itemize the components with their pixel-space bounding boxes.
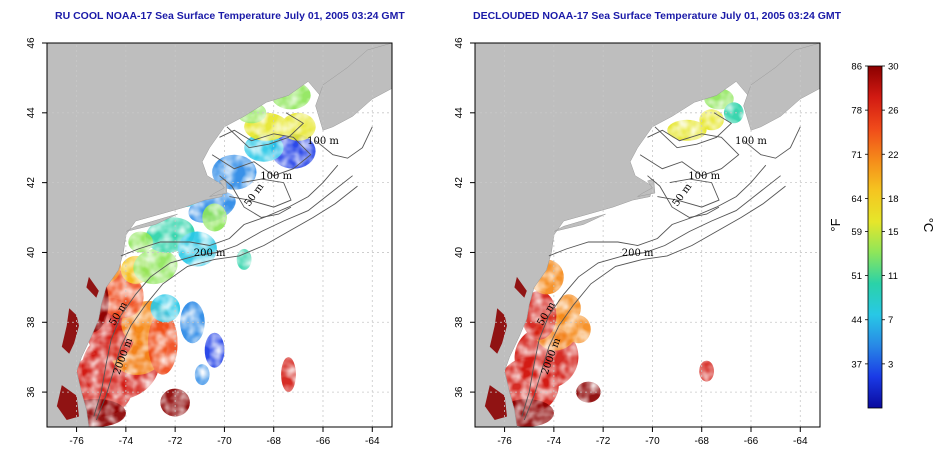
depth-contour [219,175,292,218]
depth-contour [523,185,786,421]
fahrenheit-tick-label: 71 [851,150,862,161]
fahrenheit-tick-label: 59 [851,227,862,238]
fahrenheit-tick-label: 37 [851,359,862,370]
depth-contour [654,112,733,149]
contour-label: 100 m [260,171,292,182]
bay-water [514,276,527,298]
x-tick-label: -64 [793,436,808,447]
bay-water [61,308,79,354]
celsius-tick-label: 26 [888,106,899,117]
land-shape [553,213,606,232]
bay-water [489,308,507,354]
land-shape [47,43,392,427]
depth-contour [647,175,720,218]
contour-label: 200 m [622,248,654,259]
x-tick-label: -70 [217,436,232,447]
x-tick-label: -66 [316,436,331,447]
land-shape [209,178,228,197]
land-shape [315,43,392,131]
celsius-tick-label: 7 [888,315,893,326]
celsius-tick-label: 22 [888,150,899,161]
contour-label: 200 m [194,248,226,259]
bay-water [56,385,79,420]
y-tick-label: 40 [454,246,465,258]
y-tick-label: 38 [454,316,465,328]
land-shape [125,213,178,232]
bay-water [86,276,99,298]
temperature-colorbar: 86 30 78 26 71 22 64 18 59 15 51 11 44 7 37 3 °F °C [828,62,936,409]
y-tick-label: 44 [26,107,37,119]
land-shape [637,178,656,197]
celsius-tick-label: 15 [888,227,899,238]
bay-water [484,385,507,420]
depth-contour [639,129,740,177]
fahrenheit-tick-label: 64 [851,194,862,205]
colorbar-gradient [867,65,883,409]
x-tick-label: -76 [497,436,512,447]
y-tick-label: 42 [454,177,465,189]
map-grid [475,43,820,427]
left-panel-title: RU COOL NOAA-17 Sea Surface Temperature … [55,10,405,22]
depth-contour [120,164,339,257]
x-tick-label: -66 [744,436,759,447]
x-tick-label: -72 [168,436,183,447]
x-tick-label: -68 [694,436,709,447]
x-tick-label: -68 [266,436,281,447]
depth-contour [229,178,292,208]
x-tick-label: -76 [69,436,84,447]
celsius-unit-label: °C [921,218,936,233]
x-tick-label: -72 [596,436,611,447]
celsius-tick-label: 11 [888,271,898,282]
depth-contour [548,164,767,257]
land-shape [475,43,820,427]
fahrenheit-tick-label: 86 [851,62,862,73]
y-tick-label: 44 [454,107,465,119]
x-tick-label: -64 [365,436,380,447]
land-areas [47,43,392,427]
fahrenheit-tick-label: 51 [851,271,862,282]
y-tick-label: 38 [26,316,37,328]
depth-contour [226,112,305,149]
celsius-tick-label: 30 [888,62,899,73]
y-tick-label: 46 [26,37,37,49]
fahrenheit-tick-label: 44 [851,315,862,326]
celsius-tick-label: 18 [888,194,899,205]
y-tick-label: 36 [26,386,37,398]
fahrenheit-unit-label: °F [828,218,843,231]
y-tick-label: 46 [454,37,465,49]
x-tick-label: -74 [547,436,562,447]
celsius-tick-label: 3 [888,359,893,370]
map-frame [46,42,393,428]
contour-label: 100 m [307,136,339,147]
contour-label: 100 m [735,136,767,147]
depth-contour [521,175,781,417]
y-tick-label: 36 [454,386,465,398]
map-frame [474,42,821,428]
depth-contour [211,129,312,177]
depth-contour [95,185,358,421]
x-tick-label: -74 [119,436,134,447]
map-grid [47,43,392,427]
contour-label: 100 m [688,171,720,182]
fahrenheit-tick-label: 78 [851,106,862,117]
depth-contour [743,126,801,159]
x-tick-label: -70 [645,436,660,447]
y-tick-label: 40 [26,246,37,258]
depth-contour [93,175,353,417]
depth-contour [315,126,373,159]
right-panel-title: DECLOUDED NOAA-17 Sea Surface Temperatur… [473,10,842,22]
y-tick-label: 42 [26,177,37,189]
depth-contour [657,178,720,208]
land-areas [475,43,820,427]
land-shape [743,43,820,131]
